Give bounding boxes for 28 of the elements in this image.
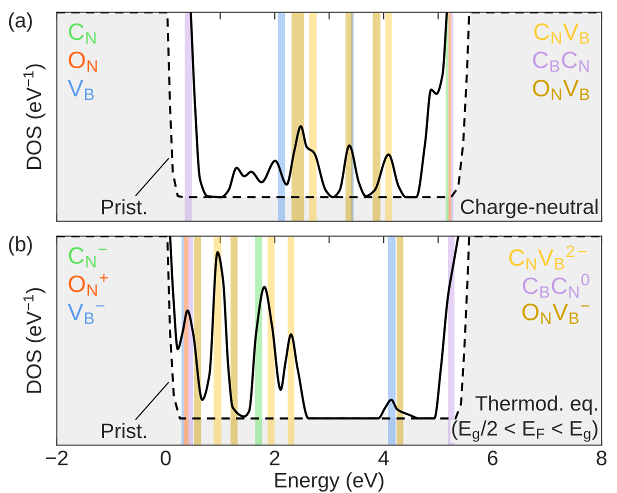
band-label: O$_{N}$$^{+}$	[68, 274, 108, 296]
annotation: (E$_{g}$/2 < E$_{F}$ < E$_{g}$)	[452, 420, 598, 442]
band-label: V$_{B}$	[68, 80, 94, 100]
band-label: C$_{N}$$^{−}$	[68, 247, 107, 268]
band-label: C$_{B}$C$_{N}$$^{0}$	[522, 274, 590, 298]
band-label: C$_{N}$V$_{B}$	[534, 23, 590, 44]
band-label: V$_{B}$$^{−}$	[68, 304, 104, 324]
x-tick-label: 2	[270, 450, 280, 466]
x-tick-label: 8	[596, 450, 606, 466]
x-tick-label: 0	[160, 450, 171, 466]
x-tick-label: 6	[488, 450, 498, 466]
band-label: C$_{N}$V$_{B}$$^{2−}$	[509, 245, 586, 270]
annotation: Prist.	[102, 422, 146, 438]
y-axis-title: DOS (eV$^{−1}$)	[23, 64, 46, 169]
annotation: Charge-neutral	[460, 198, 598, 218]
x-tick-label: 4	[378, 450, 389, 466]
band-label: C$_{N}$	[68, 23, 96, 44]
x-tick-label: −2	[46, 450, 68, 466]
band-label: C$_{B}$C$_{N}$	[533, 52, 589, 72]
chart-title: (b)	[9, 236, 32, 256]
y-axis-title: DOS (eV$^{−1}$)	[23, 288, 46, 393]
annotation: Thermod. eq.	[475, 395, 597, 415]
band-label: O$_{N}$	[68, 52, 97, 72]
band-label: O$_{N}$V$_{B}$	[533, 80, 590, 100]
x-axis-title: Energy (eV)	[275, 472, 384, 492]
band-label: O$_{N}$V$_{B}$$^{−}$	[522, 304, 590, 324]
annotation: Prist.	[102, 199, 146, 214]
chart-title: (a)	[9, 12, 32, 32]
